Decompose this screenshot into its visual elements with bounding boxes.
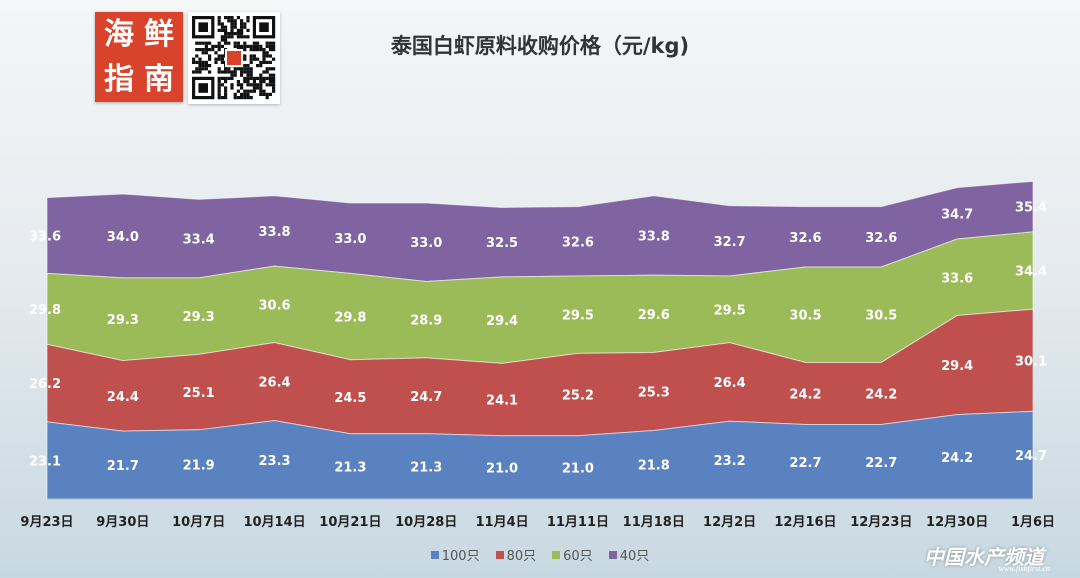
data-label: 21.3 [410,460,442,475]
x-tick-label: 11月11日 [547,515,609,530]
data-label: 24.4 [107,390,139,405]
data-label: 29.4 [486,314,518,329]
data-label: 24.2 [941,451,973,466]
logo: 海 鲜 指 南 [95,12,183,102]
x-tick-label: 9月23日 [20,515,73,530]
data-label: 23.3 [258,454,290,469]
x-tick-label: 12月16日 [774,515,836,530]
data-label: 34.7 [941,207,973,222]
data-label: 34.0 [107,230,139,245]
logo-char: 海 [104,16,134,52]
data-label: 35.4 [1015,201,1047,216]
legend: 100只 80只 60只 40只 [0,545,1080,564]
x-tick-label: 10月21日 [319,515,381,530]
watermark-url: www.fishfirst.cn [998,564,1050,573]
data-label: 26.4 [714,376,746,391]
data-label: 24.7 [1015,449,1047,464]
data-label: 32.5 [486,236,518,251]
data-label: 24.2 [865,387,897,402]
data-label: 23.2 [714,454,746,469]
data-label: 33.8 [638,229,670,244]
data-label: 25.1 [183,386,215,401]
data-label: 33.0 [334,232,366,247]
legend-item: 100只 [430,545,480,564]
x-tick-label: 11月4日 [476,515,529,530]
data-label: 28.9 [410,314,442,329]
legend-item: 60只 [552,545,593,564]
watermark-text: 中国水产频道 [924,545,1044,569]
legend-label: 60只 [563,549,593,564]
data-label: 29.8 [29,303,61,318]
data-label: 30.1 [1015,354,1047,369]
data-label: 32.6 [865,231,897,246]
legend-item: 80只 [495,545,537,564]
logo-char: 指 [104,61,134,97]
legend-label: 40只 [619,549,650,564]
legend-swatch [608,550,617,559]
data-label: 29.3 [107,313,139,328]
legend-swatch [495,550,504,559]
data-label: 29.5 [714,303,746,318]
data-label: 21.7 [107,459,139,474]
legend-label: 100只 [441,549,480,564]
data-label: 32.7 [714,235,746,250]
data-label: 33.6 [29,229,61,244]
legend-item: 40只 [608,545,650,564]
data-label: 22.7 [789,456,821,471]
x-tick-label: 12月30日 [926,515,988,530]
data-label: 33.0 [410,236,442,251]
data-label: 29.3 [183,310,215,325]
data-label: 29.8 [334,311,366,326]
data-label: 21.8 [638,459,670,474]
data-label: 21.3 [334,460,366,475]
data-label: 25.2 [562,389,594,404]
data-label: 24.5 [334,391,366,406]
x-tick-label: 9月30日 [96,515,149,530]
data-label: 32.6 [562,235,594,250]
data-label: 33.6 [941,271,973,286]
x-tick-label: 10月28日 [395,515,457,530]
data-label: 26.4 [258,376,290,391]
data-label: 21.0 [562,461,594,476]
data-label: 21.0 [486,461,518,476]
qr-code [188,12,280,104]
data-label: 30.5 [789,309,821,324]
data-label: 30.5 [865,309,897,324]
logo-char: 南 [144,61,174,97]
data-label: 30.6 [258,298,290,313]
data-label: 21.9 [183,458,215,473]
x-tick-label: 10月7日 [172,515,225,530]
data-label: 33.4 [183,233,215,248]
data-label: 34.4 [1015,265,1047,280]
chart-title: 泰国白虾原料收购价格（元/kg) [390,34,690,58]
data-label: 23.1 [29,454,61,469]
legend-label: 80只 [506,549,537,564]
x-tick-label: 12月2日 [703,515,756,530]
legend-swatch [552,550,561,559]
data-label: 29.5 [562,309,594,324]
data-label: 25.3 [638,385,670,400]
x-tick-label: 10月14日 [243,515,305,530]
data-label: 29.6 [638,308,670,323]
data-label: 29.4 [941,359,973,374]
logo-char: 鲜 [144,16,174,52]
x-tick-label: 12月23日 [850,515,912,530]
qr-code-image [192,16,276,100]
data-label: 24.7 [410,390,442,405]
x-tick-label: 11月18日 [623,515,685,530]
legend-swatch [430,550,439,559]
data-label: 26.2 [29,377,61,392]
data-label: 24.1 [486,394,518,409]
data-label: 32.6 [789,231,821,246]
data-label: 33.8 [258,225,290,240]
data-label: 22.7 [865,456,897,471]
data-label: 24.2 [789,387,821,402]
x-tick-label: 1月6日 [1011,515,1055,530]
